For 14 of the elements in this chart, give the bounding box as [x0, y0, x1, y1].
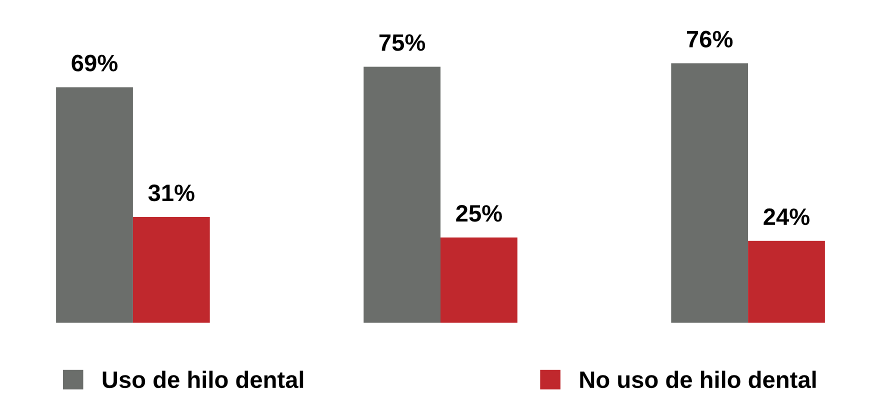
- bar: [440, 238, 518, 323]
- legend-label: No uso de hilo dental: [580, 370, 816, 388]
- data-label: 24%: [764, 208, 810, 226]
- data-label: 31%: [148, 184, 194, 202]
- data-label: 76%: [686, 30, 733, 48]
- bar: [748, 240, 825, 323]
- data-label: 25%: [456, 205, 502, 222]
- bar: [671, 63, 748, 323]
- bar: [56, 87, 133, 323]
- legend-label: Uso de hilo dental: [102, 370, 304, 388]
- data-label: 75%: [379, 34, 426, 51]
- bar: [132, 217, 210, 323]
- bar: [364, 66, 440, 323]
- data-label: 69%: [72, 54, 118, 72]
